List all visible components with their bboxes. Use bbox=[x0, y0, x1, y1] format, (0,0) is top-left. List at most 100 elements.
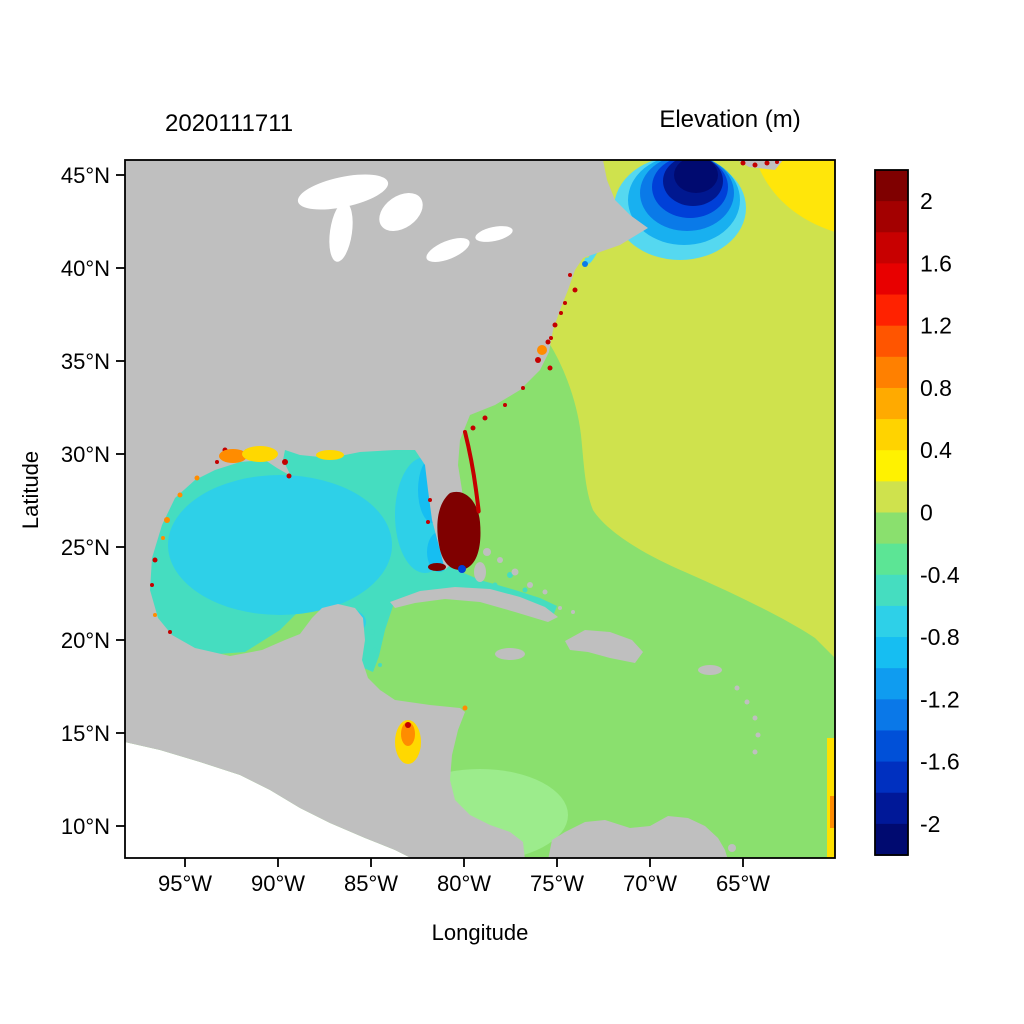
colorbar-segment bbox=[875, 387, 908, 420]
island-speck bbox=[558, 606, 562, 610]
colorbar-tick-label: 2 bbox=[920, 188, 933, 214]
colorbar-segment bbox=[875, 232, 908, 265]
y-tick-label: 20°N bbox=[61, 628, 110, 653]
right-edge-orange-strip bbox=[830, 796, 835, 828]
surge-speckle bbox=[568, 273, 572, 277]
yucatan-bahamas-turquoise-specks bbox=[369, 572, 528, 667]
orange-speckle bbox=[462, 705, 468, 711]
surge-speckle bbox=[545, 339, 551, 345]
surge-speckle bbox=[215, 460, 219, 464]
surge-speckle bbox=[775, 160, 779, 164]
colorbar-tick-label: -2 bbox=[920, 811, 940, 837]
gulf-of-maine-anomaly bbox=[614, 160, 746, 260]
bahamas-islands bbox=[474, 548, 575, 614]
pamlico-orange-patch bbox=[537, 345, 547, 355]
colorbar-segment bbox=[875, 699, 908, 732]
colorbar-segment bbox=[875, 543, 908, 576]
y-tick-label: 30°N bbox=[61, 442, 110, 467]
maine-core bbox=[674, 160, 718, 193]
andros-island bbox=[474, 562, 486, 582]
colorbar-tick-label: -1.2 bbox=[920, 686, 960, 712]
nicaragua-red-dot bbox=[405, 722, 411, 728]
florida-keys-surge bbox=[428, 563, 446, 571]
colorbar-segment bbox=[875, 450, 908, 483]
long-island-blue-dot bbox=[582, 261, 588, 267]
y-tick-label: 35°N bbox=[61, 349, 110, 374]
colorbar-segment bbox=[875, 605, 908, 638]
lesser-antilles-islands bbox=[728, 685, 761, 852]
colorbar-segment bbox=[875, 263, 908, 296]
run-timestamp-title: 2020111711 bbox=[165, 110, 293, 137]
surge-speckle bbox=[470, 425, 476, 431]
hispaniola-island bbox=[565, 630, 643, 663]
x-tick-label: 75°W bbox=[530, 871, 584, 896]
nicaragua-orange-core bbox=[401, 722, 415, 746]
florida-east-coast-surge-line bbox=[463, 430, 481, 514]
colorbar-segment bbox=[875, 170, 908, 202]
lake-michigan bbox=[329, 202, 353, 262]
florida-bay-blue-dot bbox=[458, 565, 466, 573]
lake-superior bbox=[297, 174, 389, 210]
colorbar-title: Elevation (m) bbox=[659, 106, 800, 133]
island-speck bbox=[752, 715, 758, 721]
colorbar-tick-label: 0.8 bbox=[920, 375, 952, 401]
turquoise-speck bbox=[492, 582, 498, 588]
south-america-land bbox=[548, 816, 728, 858]
island-speck bbox=[752, 749, 758, 755]
y-axis-title: Latitude bbox=[18, 451, 43, 529]
x-tick-label: 90°W bbox=[251, 871, 305, 896]
surge-speckle bbox=[503, 403, 507, 407]
colorbar-border bbox=[874, 169, 909, 856]
colorbar-tick-label: -0.8 bbox=[920, 624, 960, 650]
surge-speckle bbox=[428, 498, 432, 502]
orange-speckle bbox=[194, 475, 200, 481]
colorbar-tick-label: -1.6 bbox=[920, 749, 960, 775]
x-axis-title: Longitude bbox=[432, 920, 529, 945]
colorbar-tick-label: 0.4 bbox=[920, 437, 952, 463]
pacific-blank-region bbox=[125, 742, 411, 858]
x-axis: 95°W 90°W 85°W 80°W 75°W 70°W 65°W bbox=[158, 858, 770, 896]
orange-speckle bbox=[164, 517, 170, 523]
texas-coast-speckles bbox=[153, 475, 468, 711]
lake-erie bbox=[426, 238, 470, 262]
colorbar-segment bbox=[875, 761, 908, 794]
island-speck bbox=[755, 732, 761, 738]
colorbar-segment bbox=[875, 356, 908, 389]
surge-speckle bbox=[547, 365, 553, 371]
gulf-coast-yellow-patch-2 bbox=[316, 450, 344, 460]
island-speck bbox=[511, 568, 519, 576]
gulf-center-cyan bbox=[168, 475, 392, 615]
turquoise-speck bbox=[522, 587, 528, 593]
north-america-land bbox=[125, 160, 648, 858]
surge-speckle bbox=[150, 583, 154, 587]
colorbar-segment bbox=[875, 201, 908, 234]
y-tick-label: 10°N bbox=[61, 814, 110, 839]
orange-speckle bbox=[153, 613, 157, 617]
colorbar-segment bbox=[875, 574, 908, 607]
jamaica-island bbox=[495, 648, 525, 660]
colorbar-segment bbox=[875, 637, 908, 669]
y-tick-label: 45°N bbox=[61, 163, 110, 188]
turquoise-speck bbox=[372, 647, 378, 653]
x-tick-label: 95°W bbox=[158, 871, 212, 896]
lake-huron bbox=[379, 192, 423, 232]
colorbar-segment bbox=[875, 294, 908, 327]
surge-speckle bbox=[152, 557, 158, 563]
great-lakes bbox=[297, 174, 513, 262]
surge-speckle bbox=[549, 336, 553, 340]
y-tick-label: 25°N bbox=[61, 535, 110, 560]
puerto-rico-island bbox=[698, 665, 722, 675]
colorbar-segment bbox=[875, 512, 908, 545]
surge-speckle bbox=[740, 160, 746, 166]
turquoise-speck bbox=[378, 663, 382, 667]
colorbar-segment bbox=[875, 419, 908, 452]
surge-speckle bbox=[572, 287, 578, 293]
colorbar-tick-label: 1.6 bbox=[920, 250, 952, 276]
orange-speckle bbox=[177, 492, 183, 498]
mobile-orange-patch bbox=[219, 449, 247, 463]
surge-speckle bbox=[559, 311, 563, 315]
surge-speckle bbox=[552, 322, 558, 328]
colorbar-segment bbox=[875, 668, 908, 701]
x-tick-label: 70°W bbox=[623, 871, 677, 896]
